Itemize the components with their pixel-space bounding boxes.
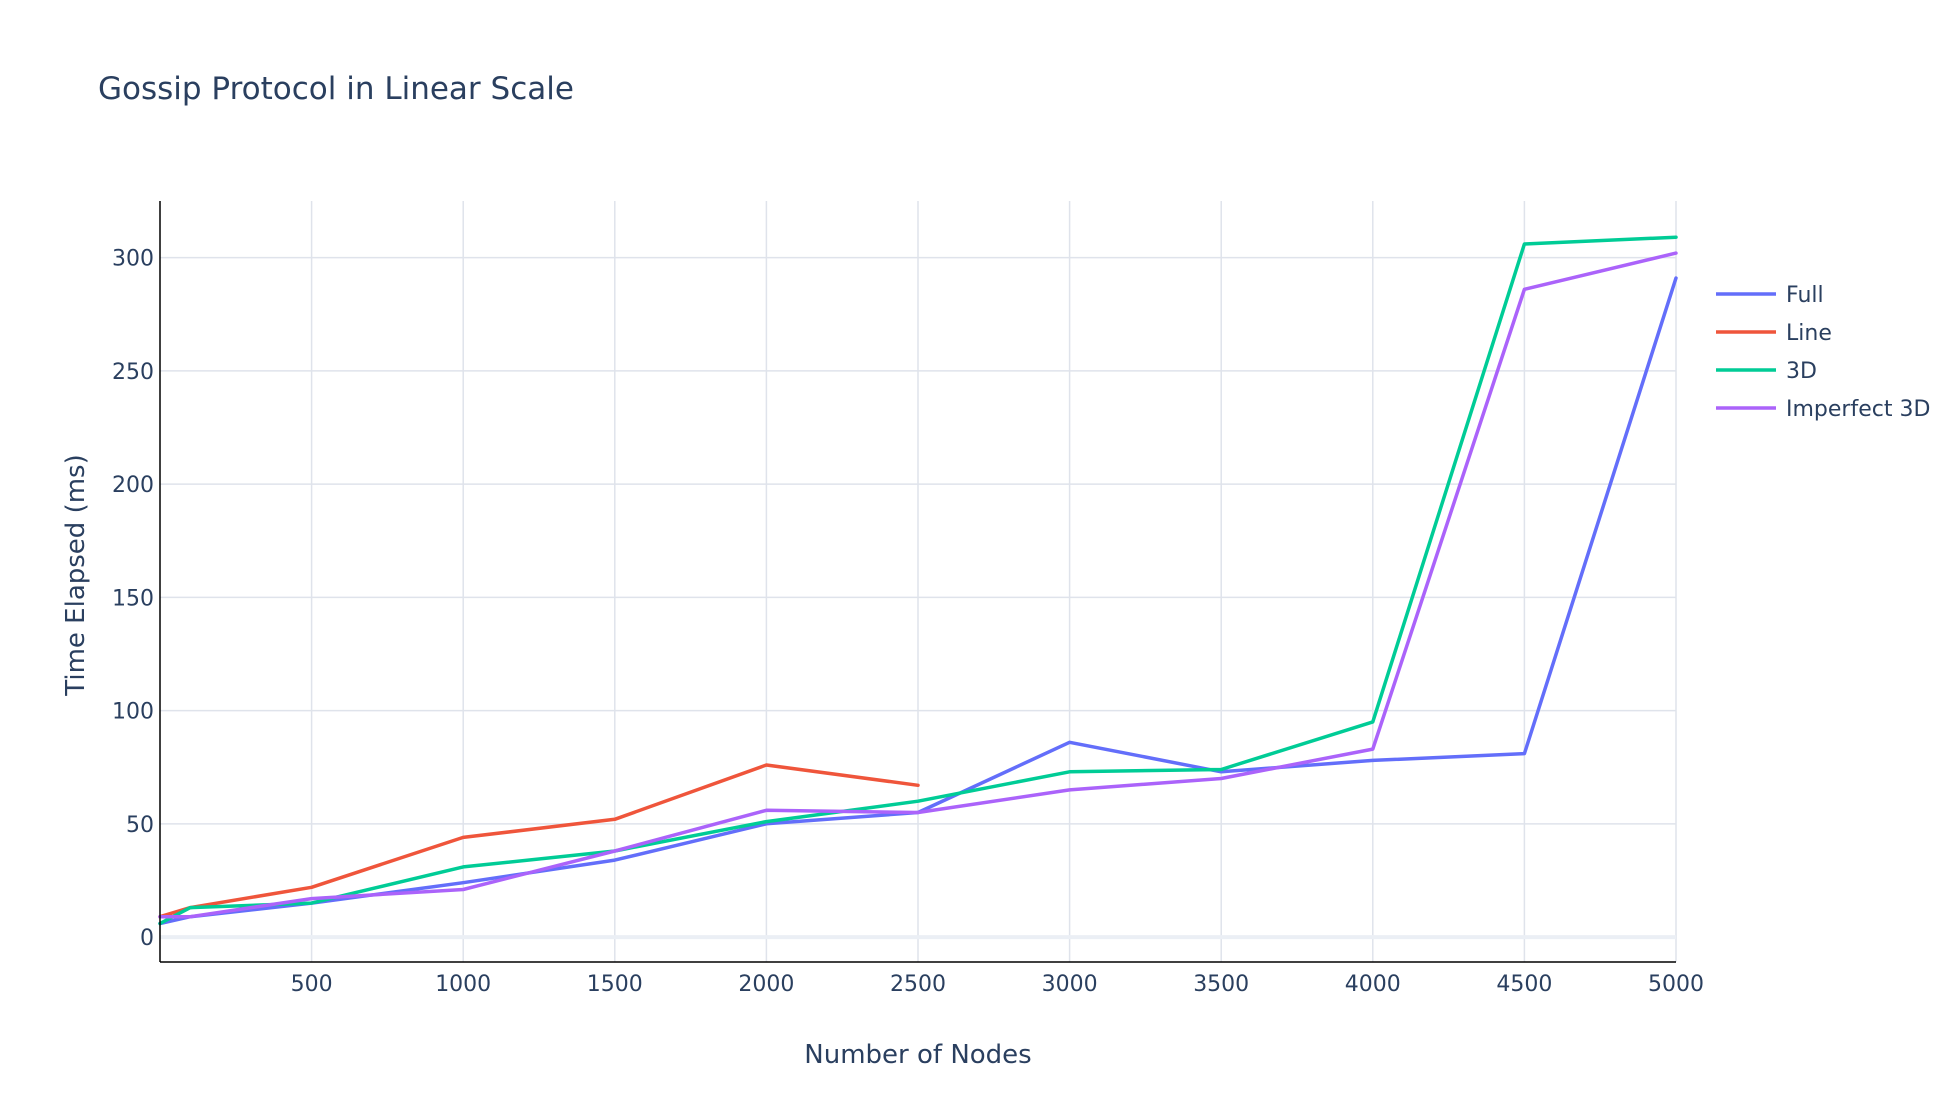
y-tick-label: 150 (112, 586, 154, 611)
axes (159, 201, 1676, 963)
x-tick-label: 3500 (1193, 972, 1249, 997)
legend-label-full: Full (1786, 283, 1824, 308)
x-tick-label: 500 (291, 972, 333, 997)
y-tick-labels: 0 50 100 150 200 250 300 (112, 247, 154, 951)
y-tick-label: 300 (112, 247, 154, 272)
legend: Full Line 3D Imperfect 3D (1716, 283, 1930, 422)
chart-title: Gossip Protocol in Linear Scale (98, 71, 574, 107)
x-tick-label: 1500 (587, 972, 643, 997)
legend-label-imperfect-3d: Imperfect 3D (1786, 397, 1930, 422)
x-tick-label: 3000 (1042, 972, 1098, 997)
legend-label-3d: 3D (1786, 359, 1817, 384)
y-tick-label: 50 (126, 813, 154, 838)
x-tick-labels: 500 1000 1500 2000 2500 3000 3500 4000 4500 5000 (291, 972, 1704, 997)
y-tick-label: 250 (112, 360, 154, 385)
x-tick-label: 1000 (435, 972, 491, 997)
x-axis-title: Number of Nodes (804, 1040, 1031, 1070)
x-tick-label: 4500 (1496, 972, 1552, 997)
legend-label-line: Line (1786, 321, 1832, 346)
x-tick-label: 2000 (738, 972, 794, 997)
x-tick-label: 2500 (890, 972, 946, 997)
y-axis-title: Time Elapsed (ms) (61, 454, 91, 696)
y-tick-label: 200 (112, 473, 154, 498)
grid (160, 201, 1677, 962)
series-line-line (158, 763, 920, 919)
x-tick-label: 5000 (1648, 972, 1704, 997)
x-tick-label: 4000 (1345, 972, 1401, 997)
series-lines (158, 235, 1678, 926)
y-tick-label: 100 (112, 700, 154, 725)
y-tick-label: 0 (140, 926, 154, 951)
series-line-imperfect-3d (158, 251, 1678, 919)
